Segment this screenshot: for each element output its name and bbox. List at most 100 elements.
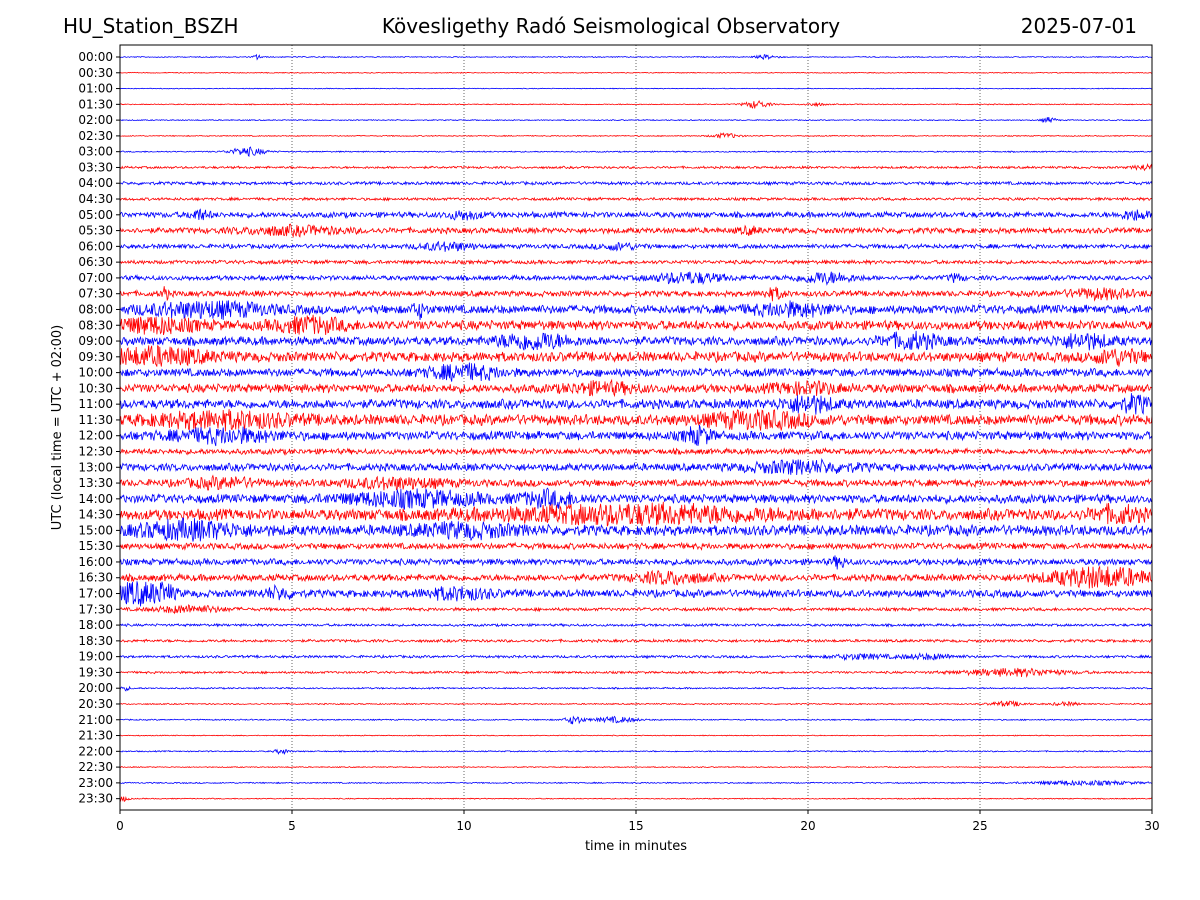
x-tick-label: 0 xyxy=(116,819,124,833)
y-tick-label: 11:00 xyxy=(78,397,113,411)
y-tick-label: 18:00 xyxy=(78,618,113,632)
seismic-trace-1400 xyxy=(119,487,1153,511)
y-tick-label: 09:00 xyxy=(78,334,113,348)
y-tick-label: 19:00 xyxy=(78,650,113,664)
seismic-trace-0130 xyxy=(119,100,1153,109)
chart-date: 2025-07-01 xyxy=(1020,14,1137,38)
seismic-trace-1700 xyxy=(119,581,1153,607)
seismic-trace-2100 xyxy=(119,715,1153,725)
station-name: HU_Station_BSZH xyxy=(63,14,239,38)
chart-title: Kövesligethy Radó Seismological Observat… xyxy=(381,14,841,38)
y-tick-label: 02:00 xyxy=(78,113,113,127)
y-tick-label: 21:30 xyxy=(78,729,113,743)
x-tick-label: 30 xyxy=(1144,819,1159,833)
seismic-trace-1130 xyxy=(119,409,1153,432)
seismic-trace-0400 xyxy=(119,180,1153,187)
y-tick-label: 15:00 xyxy=(78,523,113,537)
y-tick-label: 00:30 xyxy=(78,66,113,80)
x-tick-label: 15 xyxy=(628,819,643,833)
seismic-trace-1830 xyxy=(119,637,1153,644)
y-tick-label: 16:30 xyxy=(78,571,113,585)
gridlines xyxy=(291,45,981,810)
y-tick-label: 11:30 xyxy=(78,413,113,427)
seismic-trace-0830 xyxy=(119,314,1153,336)
seismic-trace-1230 xyxy=(119,447,1153,456)
seismic-trace-0630 xyxy=(119,258,1153,266)
y-tick-label: 23:00 xyxy=(78,776,113,790)
y-tick-label: 03:30 xyxy=(78,160,113,174)
y-tick-label: 22:30 xyxy=(78,760,113,774)
y-tick-label: 15:30 xyxy=(78,539,113,553)
seismic-trace-1530 xyxy=(119,541,1153,551)
x-tick-label: 20 xyxy=(800,819,815,833)
seismic-trace-1100 xyxy=(119,393,1153,415)
seismic-trace-1330 xyxy=(119,474,1153,491)
seismic-trace-0600 xyxy=(119,240,1153,252)
y-tick-label: 13:00 xyxy=(78,460,113,474)
y-tick-label: 03:00 xyxy=(78,145,113,159)
x-axis: 0 5 10 15 20 25 30 xyxy=(116,810,1160,833)
seismic-trace-0300 xyxy=(119,146,1153,158)
y-tick-label: 08:00 xyxy=(78,302,113,316)
x-tick-label: 25 xyxy=(972,819,987,833)
y-tick-label: 07:00 xyxy=(78,271,113,285)
seismic-trace-2200 xyxy=(119,748,1153,755)
seismic-trace-0030 xyxy=(119,71,1153,74)
y-tick-label: 00:00 xyxy=(78,50,113,64)
seismic-trace-1300 xyxy=(119,458,1153,476)
y-tick-label: 01:00 xyxy=(78,82,113,96)
seismic-trace-0500 xyxy=(119,208,1153,221)
seismic-trace-1600 xyxy=(119,555,1153,570)
seismic-trace-2130 xyxy=(119,734,1153,737)
seismic-trace-2000 xyxy=(119,685,1153,692)
seismic-trace-0900 xyxy=(119,330,1153,351)
seismic-trace-1900 xyxy=(119,652,1153,662)
seismic-trace-0700 xyxy=(119,271,1153,286)
seismic-trace-1630 xyxy=(119,565,1153,589)
seismic-trace-1500 xyxy=(119,517,1153,542)
seismic-trace-1000 xyxy=(119,362,1153,382)
y-tick-label: 02:30 xyxy=(78,129,113,143)
y-tick-label: 04:30 xyxy=(78,192,113,206)
y-tick-label: 17:00 xyxy=(78,587,113,601)
seismic-trace-1200 xyxy=(119,424,1153,447)
y-tick-label: 16:00 xyxy=(78,555,113,569)
y-tick-label: 14:30 xyxy=(78,508,113,522)
seismic-trace-1030 xyxy=(119,378,1153,398)
trace-group xyxy=(119,53,1153,802)
y-tick-label: 10:00 xyxy=(78,366,113,380)
y-tick-label: 05:30 xyxy=(78,224,113,238)
seismic-trace-0000 xyxy=(119,53,1153,61)
seismic-trace-1800 xyxy=(119,622,1153,628)
x-tick-label: 10 xyxy=(456,819,471,833)
x-axis-label: time in minutes xyxy=(585,839,687,854)
seismic-trace-2230 xyxy=(119,765,1153,769)
seismic-trace-0530 xyxy=(119,223,1153,239)
y-tick-label: 05:00 xyxy=(78,208,113,222)
y-tick-label: 23:30 xyxy=(78,792,113,806)
y-tick-label: 07:30 xyxy=(78,287,113,301)
y-axis-label: UTC (local time = UTC + 02:00) xyxy=(50,325,65,530)
y-tick-label: 04:00 xyxy=(78,176,113,190)
y-tick-label: 06:00 xyxy=(78,239,113,253)
y-tick-label: 12:30 xyxy=(78,445,113,459)
y-tick-label: 01:30 xyxy=(78,97,113,111)
y-tick-label: 10:30 xyxy=(78,381,113,395)
seismic-trace-0100 xyxy=(119,87,1153,90)
y-tick-label: 09:30 xyxy=(78,350,113,364)
y-tick-label: 12:00 xyxy=(78,429,113,443)
y-tick-label: 14:00 xyxy=(78,492,113,506)
seismic-trace-2300 xyxy=(119,779,1153,787)
seismic-trace-1930 xyxy=(119,667,1153,678)
seismic-trace-2030 xyxy=(119,699,1153,708)
y-tick-label: 17:30 xyxy=(78,602,113,616)
y-tick-label: 21:00 xyxy=(78,713,113,727)
seismic-trace-1730 xyxy=(119,604,1153,615)
y-tick-label: 08:30 xyxy=(78,318,113,332)
seismic-trace-0430 xyxy=(119,196,1153,202)
seismic-trace-0200 xyxy=(119,116,1153,124)
seismic-trace-1430 xyxy=(119,501,1153,527)
y-tick-label: 06:30 xyxy=(78,255,113,269)
